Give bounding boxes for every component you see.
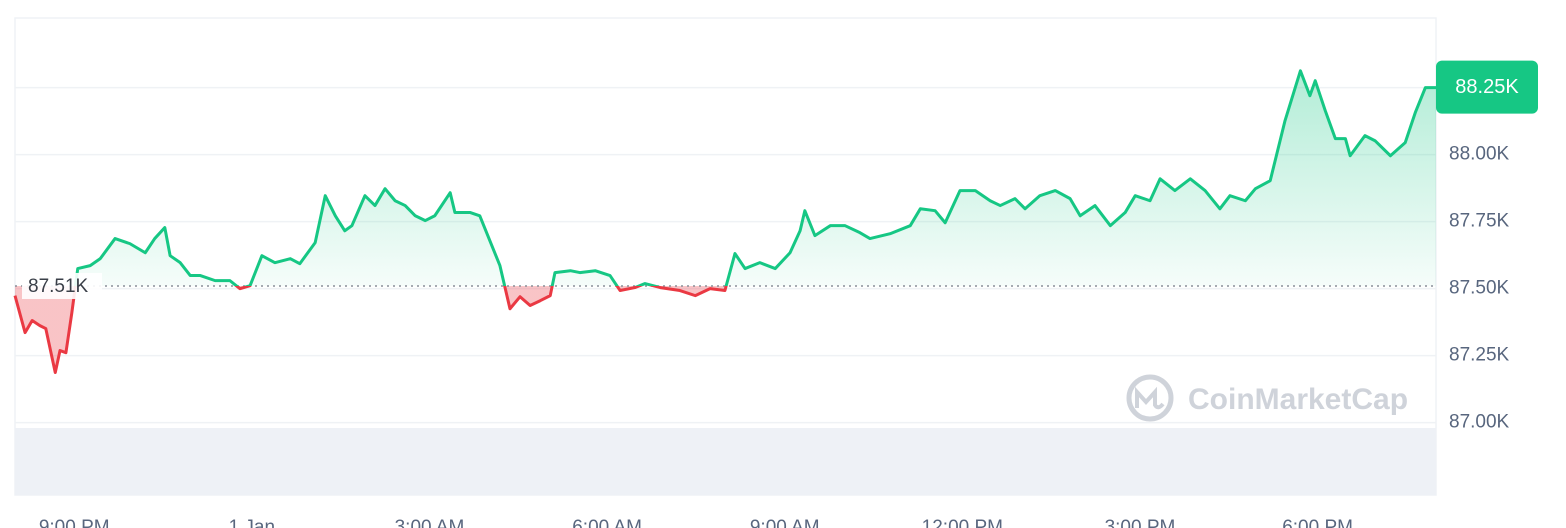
price-area bbox=[15, 70, 1436, 373]
x-tick-label: 1 Jan bbox=[229, 517, 275, 528]
baseline-label: 87.51K bbox=[28, 276, 89, 297]
watermark-logo-mark bbox=[1135, 386, 1165, 410]
current-price-badge bbox=[1436, 60, 1538, 114]
current-price-label: 88.25K bbox=[1455, 76, 1519, 98]
watermark-text: CoinMarketCap bbox=[1188, 383, 1408, 416]
y-tick-label: 87.75K bbox=[1449, 211, 1510, 232]
labels: 87.00K 87.25K 87.50K 87.75K 88.00K 88.25K 9:00… bbox=[22, 60, 1538, 528]
x-tick-label: 6:00 PM bbox=[1282, 517, 1353, 528]
x-tick-label: 9:00 PM bbox=[39, 517, 110, 528]
price-line bbox=[13, 69, 1436, 375]
x-tick-label: 9:00 AM bbox=[750, 517, 820, 528]
x-tick-label: 3:00 AM bbox=[395, 517, 465, 528]
watermark: CoinMarketCap bbox=[1126, 374, 1408, 422]
x-tick-label: 6:00 AM bbox=[572, 517, 642, 528]
y-tick-label: 87.25K bbox=[1449, 345, 1510, 366]
x-tick-label: 3:00 PM bbox=[1105, 517, 1176, 528]
x-tick-label: 12:00 PM bbox=[922, 517, 1003, 528]
plot bbox=[13, 69, 1436, 375]
volume-area bbox=[15, 428, 1436, 495]
y-tick-label: 88.00K bbox=[1449, 144, 1510, 165]
baseline-label-bg bbox=[22, 272, 102, 299]
grid bbox=[15, 86, 1436, 424]
y-tick-label: 87.00K bbox=[1449, 412, 1510, 433]
watermark-logo bbox=[1126, 374, 1174, 422]
y-tick-label: 87.50K bbox=[1449, 278, 1510, 299]
